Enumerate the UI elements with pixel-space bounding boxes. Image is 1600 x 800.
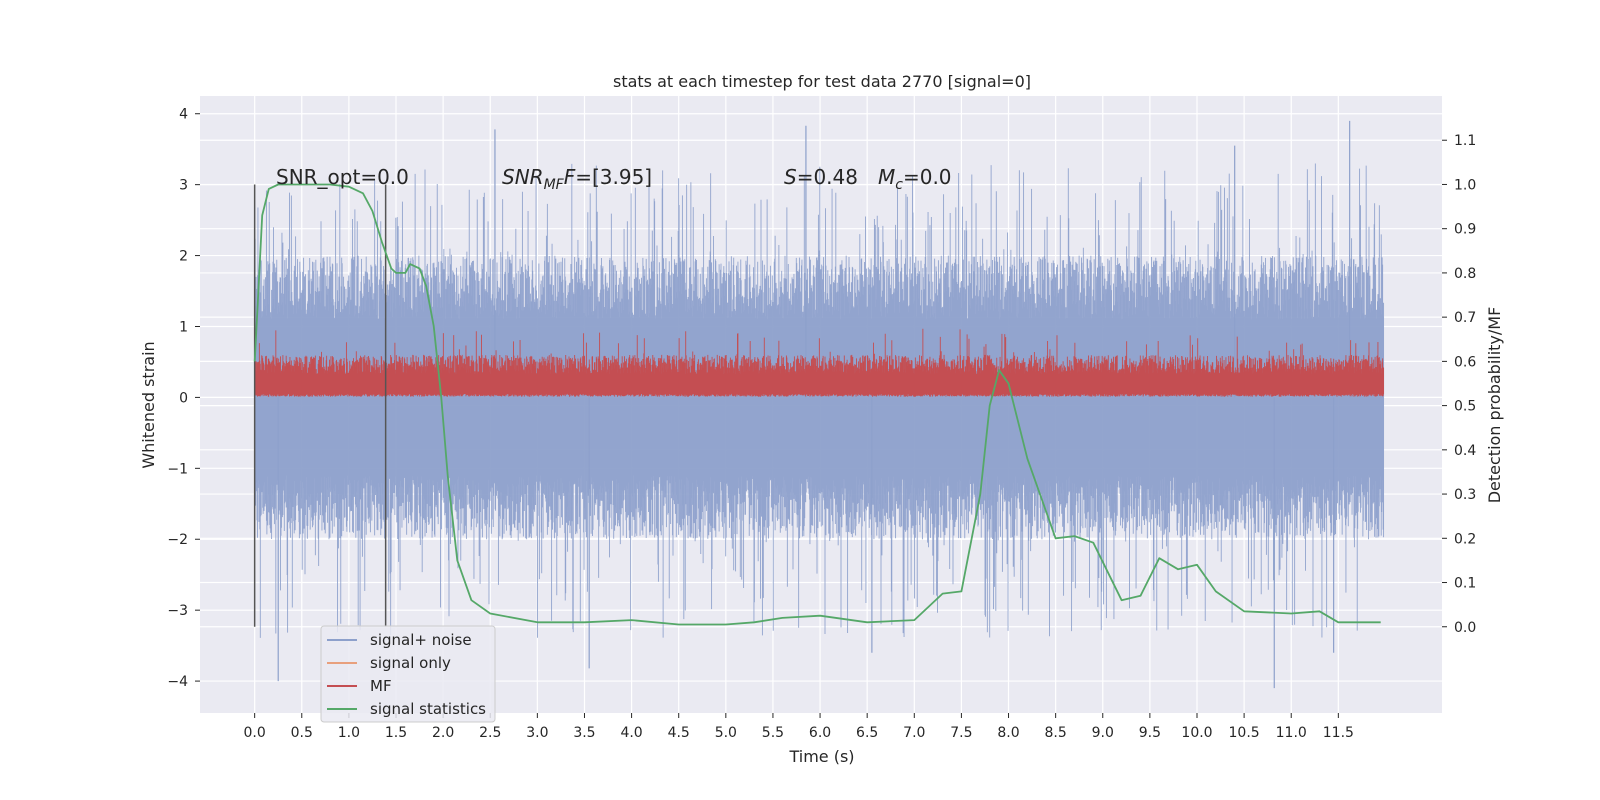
y2-tick-label: 1.0 [1454, 177, 1476, 193]
x-tick-label: 5.0 [715, 725, 737, 741]
series-signal-statistics [253, 183, 1381, 626]
legend-label-signal-statistics: signal statistics [370, 700, 486, 718]
y2-tick-label: 1.1 [1454, 133, 1476, 149]
x-tick-label: 5.5 [762, 725, 784, 741]
y-tick-label: 0 [179, 390, 188, 406]
annotation-snr-mf-main: SNR [502, 165, 544, 189]
annotation-mc-value: =0.0 [903, 165, 952, 189]
annotation-snr-opt: SNR_opt=0.0 [276, 165, 409, 189]
x-tick-label: 8.5 [1045, 725, 1067, 741]
x-tick-label: 2.5 [479, 725, 501, 741]
chart-title: stats at each timestep for test data 277… [613, 72, 1031, 91]
annotation-s: S=0.48 [784, 165, 858, 189]
legend-label-signal-noise: signal+ noise [370, 631, 472, 649]
y2-tick-label: 0.9 [1454, 222, 1476, 238]
y-axis-label: Whitened strain [139, 341, 158, 468]
x-tick-label: 9.5 [1139, 725, 1161, 741]
x-tick-label: 7.0 [903, 725, 925, 741]
y2-tick-label: 0.4 [1454, 443, 1476, 459]
x-tick-label: 11.5 [1323, 725, 1354, 741]
x-tick-label: 0.5 [291, 725, 313, 741]
x-tick-label: 3.5 [573, 725, 595, 741]
y2-axis-label: Detection probability/MF [1485, 307, 1504, 504]
y-tick-label: 2 [179, 249, 188, 265]
legend: signal+ noise signal only MF signal stat… [320, 625, 496, 723]
legend-label-signal-only: signal only [370, 654, 451, 672]
x-tick-label: 1.0 [338, 725, 360, 741]
x-axis-label: Time (s) [788, 747, 854, 766]
y-tick-label: −4 [167, 674, 188, 690]
annotation-snr-mf-value: =[3.95] [575, 165, 652, 189]
x-tick-label: 3.0 [526, 725, 548, 741]
y-tick-label: 4 [179, 107, 188, 123]
x-tick-label: 6.0 [809, 725, 831, 741]
y-tick-label: 3 [179, 178, 188, 194]
x-tick-label: 10.5 [1229, 725, 1260, 741]
annotation-snr-mf-f: F [564, 165, 576, 189]
legend-label-mf: MF [370, 677, 392, 695]
axes: 0.0 0.5 1.0 1.5 2.0 2.5 3.0 3.5 4.0 4.5 5.0 5.5 6.0 6… [167, 107, 1476, 741]
x-tick-label: 9.0 [1092, 725, 1114, 741]
x-tick-label: 11.0 [1276, 725, 1307, 741]
annotation-mc-sub: c [895, 177, 903, 193]
x-tick-label: 4.0 [620, 725, 642, 741]
annotation-s-var: S [784, 165, 797, 189]
annotation-snr-mf: SNRMFF=[3.95] [502, 165, 652, 193]
x-tick-label: 6.5 [856, 725, 878, 741]
x-tick-label: 8.0 [997, 725, 1019, 741]
x-tick-label: 7.5 [950, 725, 972, 741]
x-tick-label: 4.5 [668, 725, 690, 741]
y2-tick-label: 0.3 [1454, 487, 1476, 503]
y-tick-label: 1 [179, 319, 188, 335]
x-tick-label: 1.5 [385, 725, 407, 741]
y2-tick-label: 0.0 [1454, 620, 1476, 636]
x-tick-label: 2.0 [432, 725, 454, 741]
x-tick-label: 0.0 [244, 725, 266, 741]
y2-tick-label: 0.8 [1454, 266, 1476, 282]
annotation-mc: Mc=0.0 [878, 165, 952, 193]
x-tick-label: 10.0 [1181, 725, 1212, 741]
annotation-s-value: =0.48 [797, 165, 858, 189]
annotation-mc-var: M [878, 165, 895, 189]
y2-tick-label: 0.6 [1454, 354, 1476, 370]
y-tick-label: −1 [167, 461, 188, 477]
plot-content [253, 120, 1385, 689]
y2-tick-label: 0.1 [1454, 576, 1476, 592]
y2-tick-label: 0.2 [1454, 531, 1476, 547]
y2-tick-label: 0.5 [1454, 399, 1476, 415]
y-tick-label: −3 [167, 603, 188, 619]
legend-box [320, 625, 496, 723]
y2-tick-label: 0.7 [1454, 310, 1476, 326]
annotation-snr-mf-sub: MF [544, 177, 565, 193]
y-tick-label: −2 [167, 532, 188, 548]
